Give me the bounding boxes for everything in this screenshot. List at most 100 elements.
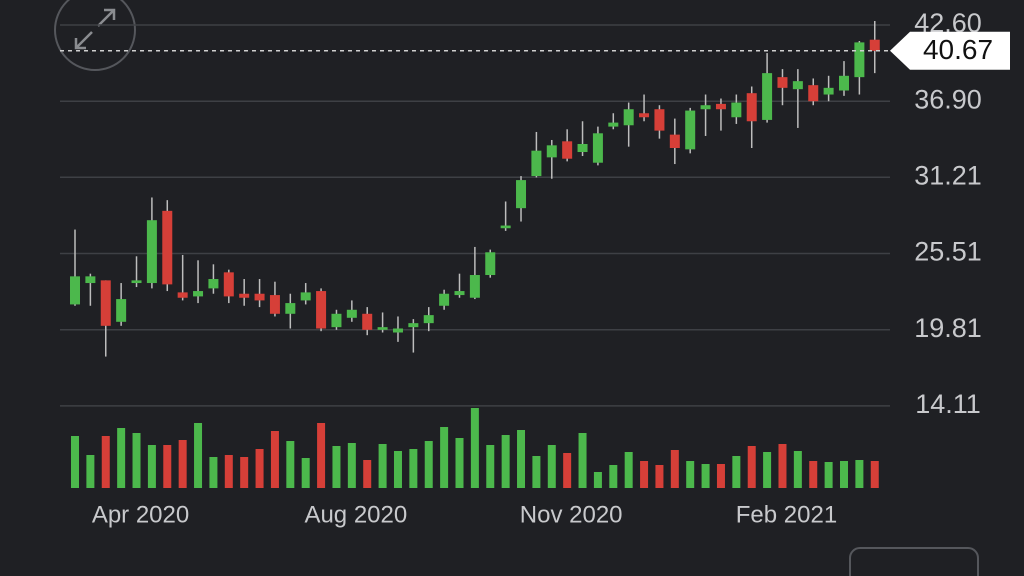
volume-bar	[763, 452, 772, 488]
candle-body	[85, 276, 96, 284]
candle-body	[869, 39, 880, 51]
volume-bar	[194, 423, 203, 488]
x-tick-label: Aug 2020	[304, 501, 407, 528]
candle-body	[808, 85, 819, 102]
candle-body	[546, 145, 557, 158]
volume-bar	[840, 461, 848, 488]
candle-body	[423, 315, 434, 324]
volume-bar	[517, 430, 526, 488]
volume-bar	[716, 464, 725, 488]
volume-bar	[270, 431, 279, 488]
volume-bar	[609, 465, 618, 488]
candle-body	[254, 293, 265, 301]
candle-body	[316, 291, 327, 329]
volume-bar	[578, 433, 587, 488]
candle-body	[223, 272, 234, 297]
candle-body	[177, 292, 188, 298]
y-tick-label: 14.11	[915, 389, 981, 419]
candle-body	[454, 291, 465, 296]
volume-bar	[855, 460, 864, 488]
candle-body	[285, 303, 296, 314]
candle-body	[439, 293, 450, 306]
y-tick-label: 25.51	[914, 237, 982, 267]
volume-bar	[624, 452, 633, 488]
candle-body	[639, 113, 650, 118]
candle-body	[669, 134, 680, 149]
candle-body	[592, 133, 603, 163]
volume-bar	[132, 433, 141, 488]
candle-body	[577, 143, 588, 153]
candle-body	[469, 275, 480, 298]
volume-bar	[86, 455, 95, 488]
candle-body	[777, 77, 788, 88]
candle-body	[392, 328, 403, 333]
volume-bar	[393, 451, 402, 488]
volume-bar	[686, 461, 695, 488]
candle-body	[239, 293, 250, 298]
volume-bar	[532, 456, 541, 488]
candle-body	[792, 81, 803, 90]
candle-body	[731, 102, 742, 118]
candle-body	[162, 210, 173, 285]
volume-bar	[747, 446, 756, 488]
volume-bar	[701, 464, 710, 488]
candle-body	[531, 150, 542, 177]
volume-bar	[486, 445, 495, 488]
volume-bar	[317, 423, 326, 488]
y-tick-label: 19.81	[914, 313, 982, 343]
y-tick-label: 31.21	[914, 160, 982, 190]
volume-bar	[593, 472, 602, 488]
x-tick-label: Nov 2020	[520, 501, 623, 528]
candle-body	[746, 93, 757, 122]
volume-bar	[301, 458, 310, 488]
candle-body	[854, 42, 865, 78]
candle-body	[700, 105, 711, 110]
volume-bar	[440, 427, 449, 488]
volume-bar	[163, 445, 172, 488]
volume-bar	[778, 444, 787, 488]
last-price-label: 40.67	[923, 34, 993, 65]
volume-bar	[240, 457, 249, 488]
candle-body	[685, 110, 696, 150]
y-tick-label: 36.90	[914, 84, 982, 114]
volume-bar	[547, 445, 556, 488]
volume-bar	[332, 446, 341, 488]
candle-body	[131, 280, 142, 284]
volume-bar	[286, 441, 295, 488]
volume-bar	[147, 445, 156, 488]
volume-bar	[209, 457, 218, 488]
volume-bar	[809, 461, 818, 488]
volume-bar	[470, 408, 479, 488]
x-tick-label: Feb 2021	[736, 501, 837, 528]
candle-body	[269, 295, 280, 314]
candle-body	[70, 276, 80, 305]
expand-button[interactable]	[54, 0, 136, 71]
candle-body	[715, 103, 726, 110]
volume-bar	[501, 435, 510, 488]
volume-bar	[455, 438, 464, 488]
candle-body	[193, 291, 204, 297]
bottom-button[interactable]	[849, 547, 979, 576]
candle-body	[100, 280, 111, 326]
candle-body	[839, 75, 849, 91]
candle-body	[500, 225, 511, 229]
candle-body	[562, 141, 573, 159]
candle-body	[377, 327, 388, 330]
candle-body	[762, 73, 773, 120]
volume-bar	[424, 441, 433, 488]
candle-body	[608, 122, 619, 127]
volume-bar	[347, 443, 356, 488]
candle-body	[146, 220, 157, 284]
volume-bar	[732, 456, 741, 488]
last-price-tag	[890, 31, 1010, 70]
candle-body	[331, 313, 342, 328]
volume-bar	[824, 462, 833, 488]
x-tick-label: Apr 2020	[92, 501, 189, 528]
volume-bar	[793, 451, 802, 488]
volume-bar	[363, 460, 372, 488]
candle-body	[208, 279, 219, 289]
volume-bar	[178, 440, 187, 488]
candle-body	[362, 313, 373, 330]
volume-bar	[117, 428, 126, 488]
